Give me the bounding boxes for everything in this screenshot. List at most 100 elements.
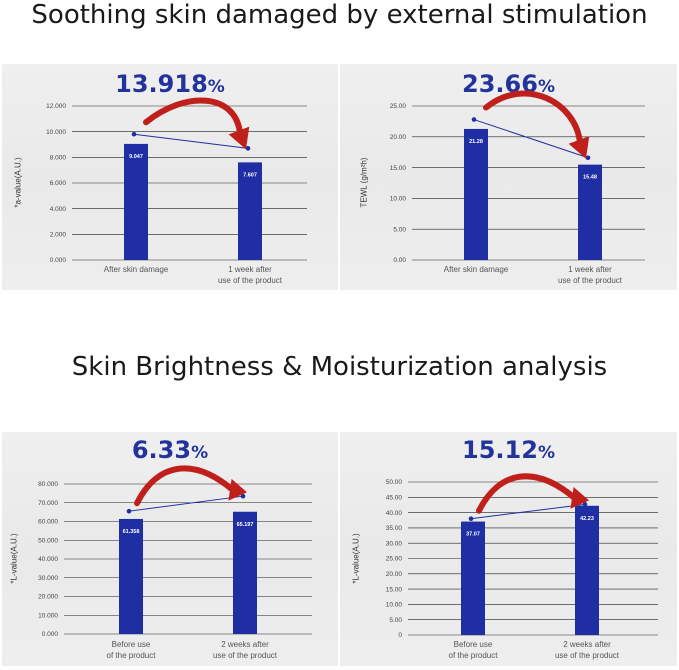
chart-svg: 0.000 10.000 20.000 30.000 40.000 50.000 60.00… [38,465,312,660]
y-axis-label: *a-value(A.U.) [13,157,23,208]
x-category-label: of the product [449,651,499,660]
percent-unit: % [207,77,225,97]
y-tick-label: 15.00 [386,586,403,593]
x-category-label: After skin damage [104,265,169,274]
chart-panel-a-value: 13.918% 0.000 2.000 4.000 6.000 8.000 10.000 12… [2,64,338,290]
x-category-label: 2 weeks after [563,640,611,649]
y-tick-label: 12.000 [46,103,66,110]
section-title-soothing: Soothing skin damaged by external stimul… [31,0,648,30]
trend-point [240,493,246,499]
trend-line [128,495,244,512]
y-tick-label: 8.000 [50,155,67,162]
y-axis-label: *L-value(A.U.) [351,532,361,584]
y-tick-label: 30.00 [386,540,403,547]
y-tick-label: 10.000 [46,129,66,136]
y-tick-label: 50.00 [386,479,403,486]
y-tick-label: 6.000 [50,180,67,187]
y-tick-label: 25.00 [390,103,407,110]
trend-point [468,516,474,522]
bar [238,162,262,260]
x-category-label: use of the product [558,276,623,285]
y-tick-label: 0 [398,632,402,639]
bar-value-label: 21.28 [469,139,483,145]
y-tick-label: 50.000 [38,537,58,544]
bar [461,521,485,635]
trend-point [585,155,591,161]
x-category-label: use of the product [218,276,283,285]
bar-value-label: 42.23 [580,516,594,522]
bar-value-label: 37.07 [466,532,480,538]
arrow-head [568,136,590,159]
arrow-head [228,478,247,501]
trend-point [245,146,251,151]
bar [464,128,488,260]
y-tick-label: 20.00 [390,134,407,141]
bar-value-label: 15.48 [583,175,597,181]
percent-unit: % [537,77,555,97]
chart-panel-l-value-1: 6.33% 0.000 10.000 20.000 30.000 40.000 50.000… [2,432,338,666]
y-tick-label: 40.00 [386,510,403,517]
bar-value-label: 61.358 [123,529,140,535]
percent-change: 6.33% [2,436,338,464]
y-tick-label: 45.00 [386,495,403,502]
bar [124,143,148,260]
bar [578,164,602,260]
percent-value: 15.12 [462,436,538,464]
arrow-shaft [143,97,243,137]
chart-panel-tewl: 23.66% 0.00 5.00 10.00 15.00 20.00 25.00 21.28 1… [340,64,677,290]
percent-value: 6.33 [131,436,192,464]
trend-point [131,131,137,137]
chart-svg: 0 5.00 10.00 15.00 20.00 25.00 30.00 35.00 40.00… [386,473,658,660]
curved-red-arrow-icon [483,90,590,159]
y-tick-label: 0.000 [50,257,67,264]
x-category-label: use of the product [213,651,278,660]
trend-point [471,117,477,122]
y-axis-label: *L-value(A.U.) [9,533,19,584]
x-category-label: use of the product [555,651,620,660]
arrow-shaft [483,90,583,146]
bar [119,518,143,634]
trend-point [582,502,588,507]
y-tick-label: 10.00 [386,602,403,609]
curved-red-arrow-icon [134,465,247,507]
trend-line [473,119,589,159]
chart-svg: 0.000 2.000 4.000 6.000 8.000 10.000 12.000 9.0… [46,97,307,285]
trend-line [470,503,586,520]
y-tick-label: 35.00 [386,525,403,532]
y-tick-label: 20.000 [38,594,58,601]
y-tick-label: 30.000 [38,575,58,582]
chart-panel-l-value-2: 15.12% 0 5.00 10.00 15.00 20.00 25.00 30.00 35.0… [340,432,677,666]
x-category-label: of the product [107,651,157,660]
percent-change: 15.12% [340,436,677,464]
percent-change: 13.918% [2,70,338,98]
y-tick-label: 0.00 [393,257,406,264]
bar [575,505,599,635]
y-tick-label: 80.000 [38,481,58,488]
percent-value: 13.918 [115,70,208,98]
section-title-brightness: Skin Brightness & Moisturization analysi… [71,352,608,382]
bar-value-label: 65.197 [237,522,254,528]
y-tick-label: 10.000 [38,612,58,619]
trend-line [133,133,249,149]
x-category-label: 2 weeks after [221,640,269,649]
curved-red-arrow-icon [476,473,589,514]
y-tick-label: 10.00 [390,196,407,203]
x-category-label: After skin damage [444,265,509,274]
y-tick-label: 4.000 [50,206,67,213]
curved-red-arrow-icon [143,97,250,150]
y-tick-label: 0.000 [42,631,59,638]
x-category-label: 1 week after [568,265,612,274]
arrow-head [570,487,589,509]
arrow-head [228,126,250,150]
bar [233,511,257,634]
y-tick-label: 2.000 [50,232,67,239]
arrow-shaft [476,473,578,514]
x-category-label: Before use [112,640,151,649]
y-tick-label: 5.00 [393,226,406,233]
x-category-label: Before use [454,640,493,649]
y-tick-label: 70.000 [38,500,58,507]
bar-value-label: 7.607 [243,172,257,178]
y-tick-label: 15.00 [390,165,407,172]
y-axis-label: TEWL (g/m²h) [359,157,369,208]
arrow-shaft [134,465,236,507]
